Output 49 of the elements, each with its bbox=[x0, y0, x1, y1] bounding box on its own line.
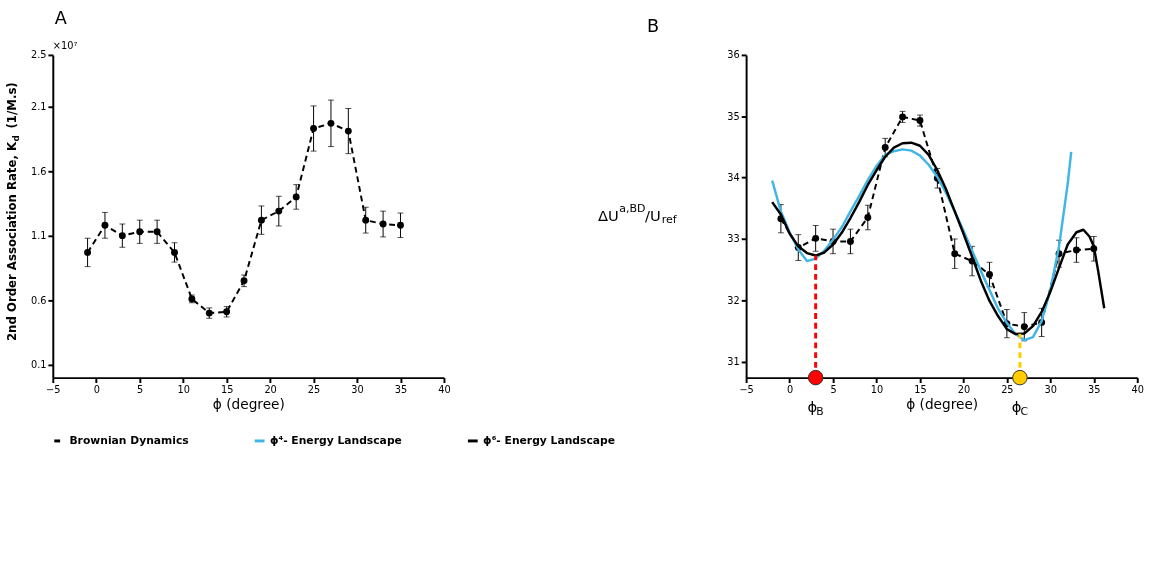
x-tick-label: 20 bbox=[957, 383, 971, 395]
x-tick-label: 25 bbox=[307, 383, 321, 395]
x-tick-label: −5 bbox=[739, 383, 754, 395]
legend-label: ϕ⁶- Energy Landscape bbox=[483, 433, 616, 447]
y-axis-title: 2nd Order Association Rate, Kd (1/M.s) bbox=[4, 82, 21, 342]
x-tick-label: −5 bbox=[46, 383, 61, 395]
x-tick-label: 40 bbox=[438, 383, 451, 395]
x-tick-label: 15 bbox=[914, 383, 927, 395]
x-tick-label: 20 bbox=[264, 383, 277, 395]
x-tick-label: 0 bbox=[93, 383, 100, 395]
point bbox=[951, 250, 959, 258]
legend-label: Brownian Dynamics bbox=[69, 433, 189, 447]
point bbox=[812, 234, 820, 242]
text: ×10⁷ bbox=[52, 40, 78, 52]
y-tick-label: 0.6 bbox=[30, 294, 47, 306]
point bbox=[807, 369, 824, 386]
y-tick-label: 1.6 bbox=[30, 165, 47, 177]
x-tick-label: 25 bbox=[1001, 383, 1014, 395]
legend-label: ϕ⁴- Energy Landscape bbox=[269, 433, 402, 447]
y-tick-label: 36 bbox=[727, 49, 740, 61]
x-tick-label: 15 bbox=[220, 383, 234, 395]
x-tick-label: 35 bbox=[1088, 383, 1101, 395]
y-tick-label: 35 bbox=[727, 110, 740, 122]
x-tick-label: 5 bbox=[137, 383, 144, 395]
chart-title: B bbox=[646, 16, 659, 37]
x-tick-label: 40 bbox=[1131, 383, 1144, 395]
x-tick-label: 10 bbox=[870, 383, 884, 395]
x-tick-label: 5 bbox=[830, 383, 837, 395]
y-tick-label: 2.5 bbox=[30, 49, 47, 61]
point bbox=[1012, 369, 1028, 386]
y-tick-label: 1.1 bbox=[30, 230, 47, 242]
line-series bbox=[770, 148, 1073, 342]
x-tick-label: 30 bbox=[351, 383, 364, 395]
y-tick-label: 33 bbox=[727, 233, 740, 245]
point bbox=[136, 228, 144, 236]
y-tick-label: 0.1 bbox=[30, 359, 47, 371]
y-tick-label: 32 bbox=[727, 294, 740, 306]
point bbox=[397, 221, 404, 229]
x-tick-label: 30 bbox=[1044, 383, 1058, 395]
x-axis-title: ϕ (degree) bbox=[212, 396, 285, 413]
x-tick-label: 0 bbox=[786, 383, 794, 395]
x-tick-label: 10 bbox=[177, 383, 190, 395]
y-tick-label: 31 bbox=[727, 356, 740, 368]
y-tick-label: 34 bbox=[727, 172, 740, 184]
x-axis-title: ϕ (degree) bbox=[906, 396, 979, 413]
x-tick-label: 35 bbox=[394, 383, 408, 395]
chart-title: A bbox=[54, 7, 67, 28]
y-tick-label: 2.1 bbox=[30, 100, 47, 112]
point bbox=[864, 214, 872, 221]
